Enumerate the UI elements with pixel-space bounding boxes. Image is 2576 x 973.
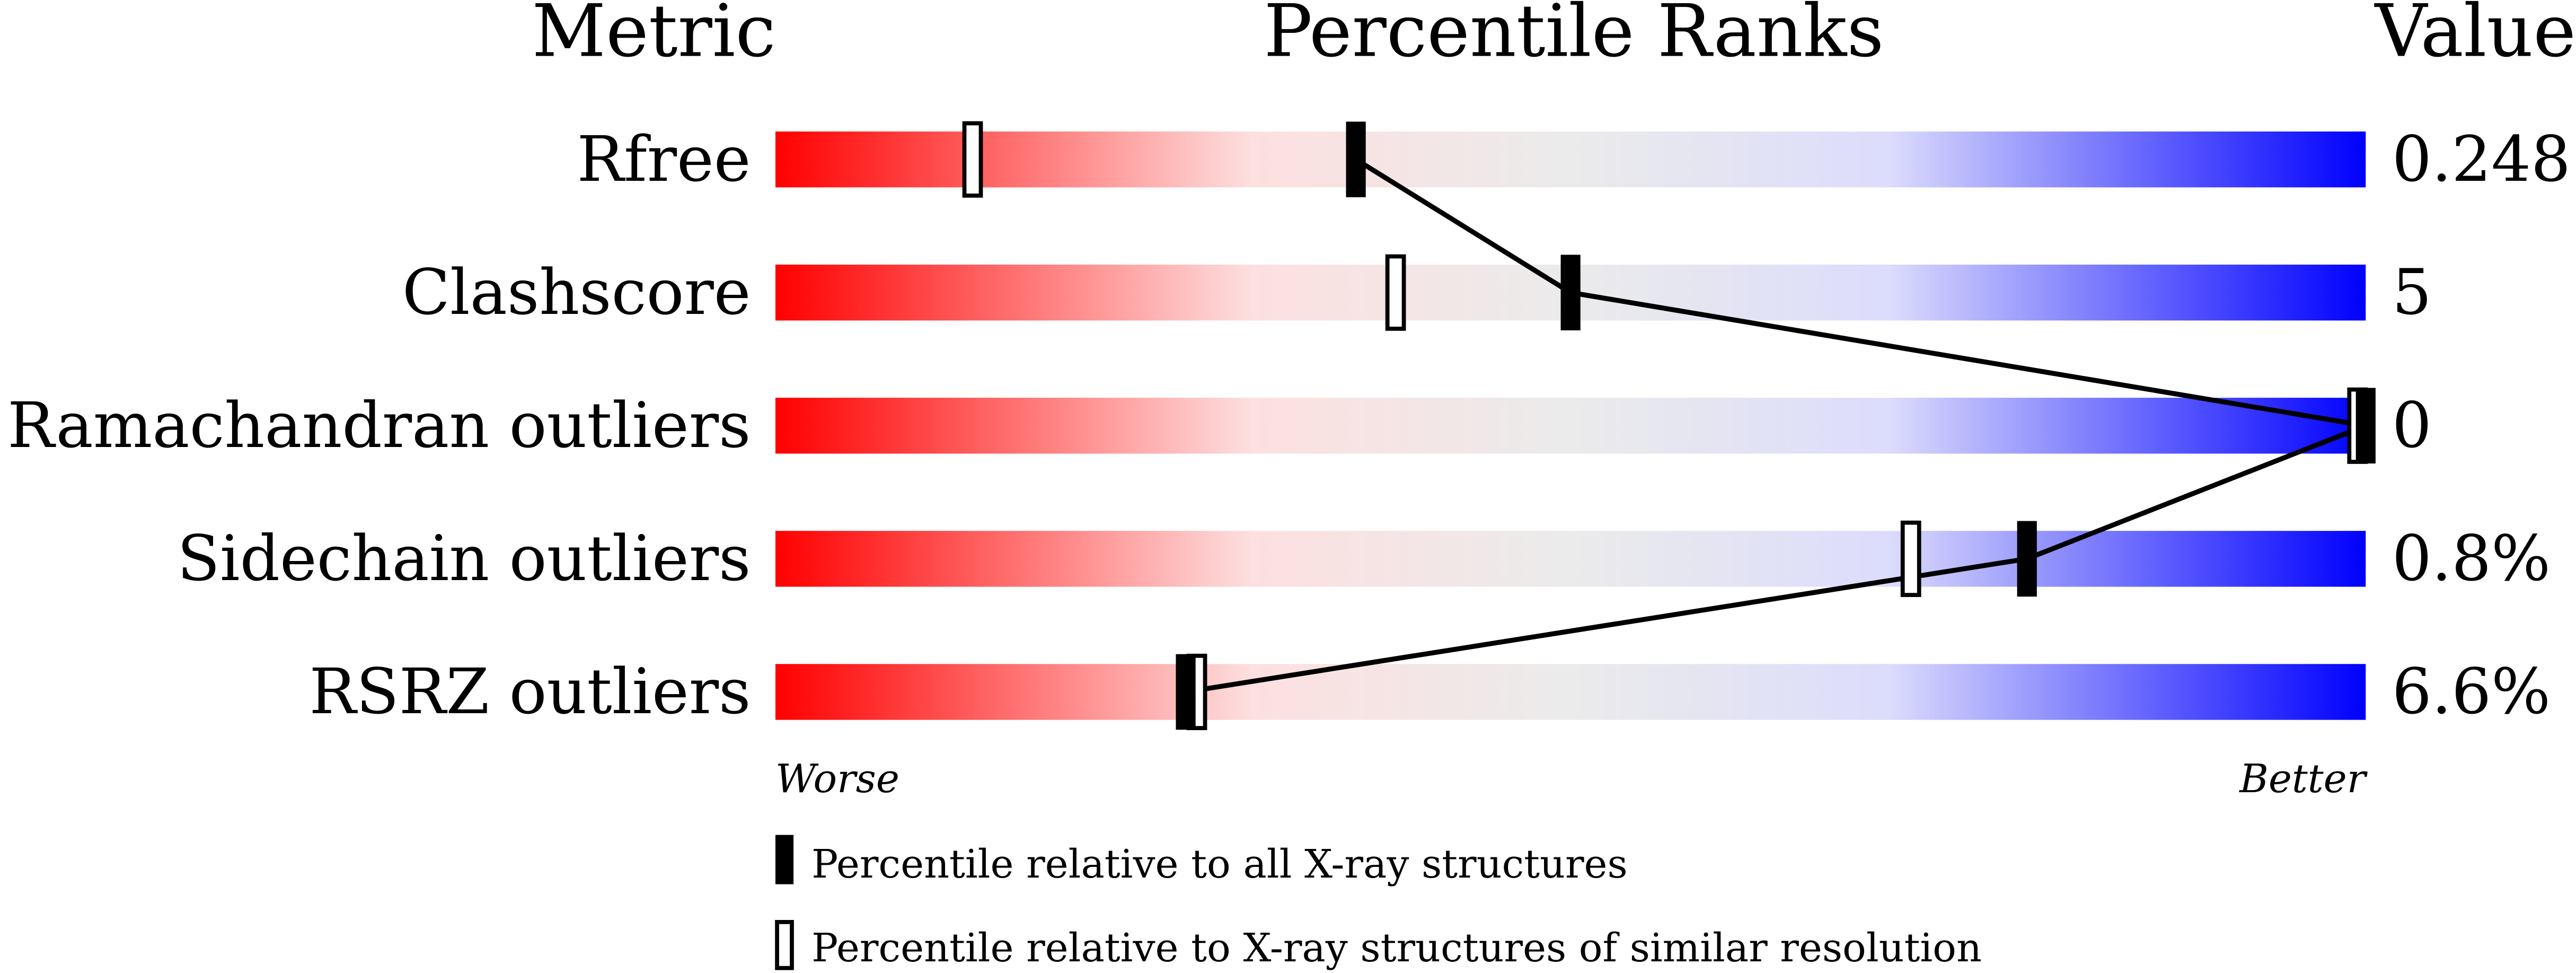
worse-label: Worse — [775, 756, 899, 802]
metric-value: 5 — [2392, 256, 2432, 329]
metric-label: Rfree — [577, 123, 751, 196]
all-structures-marker — [1346, 121, 1366, 197]
metric-label: Sidechain outliers — [177, 522, 751, 595]
all-structures-marker — [2017, 521, 2037, 597]
metric-value: 0 — [2392, 389, 2432, 462]
metric-value: 0.8% — [2392, 522, 2551, 595]
legend-filled-marker — [775, 835, 794, 884]
percentile-bar — [775, 398, 2366, 454]
similar-resolution-marker — [962, 121, 983, 198]
metric-label: Ramachandran outliers — [7, 389, 751, 462]
percentile-bar — [775, 132, 2366, 188]
similar-resolution-marker — [1900, 520, 1921, 597]
legend-all-label: Percentile relative to all X-ray structu… — [811, 841, 1628, 887]
metric-label: Clashscore — [402, 256, 751, 329]
all-structures-marker — [1560, 255, 1581, 331]
metric-header: Metric — [532, 0, 775, 73]
percentile-ranks-header: Percentile Ranks — [1264, 0, 1884, 73]
metric-value: 6.6% — [2392, 655, 2551, 728]
value-header: Value — [2374, 0, 2576, 73]
similar-resolution-marker — [1385, 254, 1406, 331]
percentile-bar — [775, 531, 2366, 587]
metric-value: 0.248 — [2392, 123, 2571, 196]
all-structures-marker — [2356, 388, 2376, 464]
all-structures-marker — [1176, 654, 1196, 730]
percentile-bar — [775, 664, 2366, 720]
legend-similar-label: Percentile relative to X-ray structures … — [811, 925, 1982, 971]
better-label: Better — [2238, 756, 2368, 802]
metric-label: RSRZ outliers — [309, 655, 751, 728]
legend-open-marker — [775, 919, 794, 970]
